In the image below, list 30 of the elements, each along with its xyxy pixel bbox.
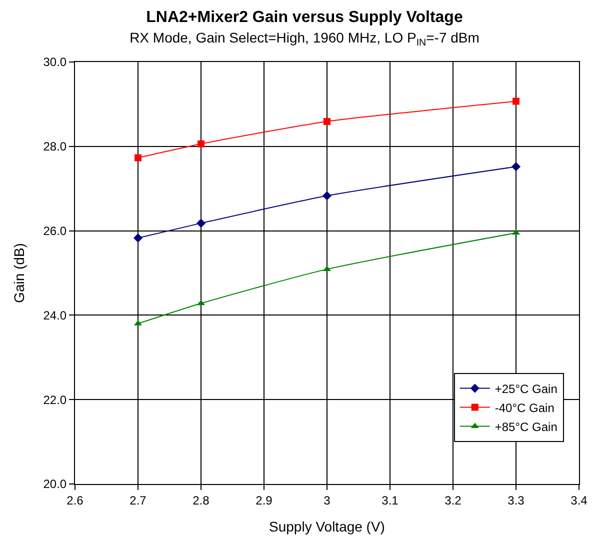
legend-label: -40°C Gain [494,400,554,415]
point [196,218,206,228]
y-tick-label: 24.0 [43,308,67,322]
y-axis-title: Gain (dB) [10,243,27,303]
point [322,191,332,200]
y-tick-label: 22.0 [43,392,67,407]
y-tick-label: 20.0 [43,477,67,492]
point [133,233,143,243]
point [198,140,204,148]
legend-label: +85°C Gain [494,420,558,434]
x-tick-label: 3.1 [382,493,399,508]
x-tick-label: 2.9 [256,493,273,508]
x-tick-label: 2.6 [66,493,84,508]
point [134,154,142,162]
point [324,118,330,125]
chart-title: LNA2+Mixer2 Gain versus Supply Voltage [146,8,463,26]
x-tick-label: 2.8 [192,493,210,508]
y-tick-label: 26.0 [43,224,67,238]
point [511,162,521,172]
y-tick-label: 30.0 [43,55,67,70]
y-tick-label: 28.0 [43,140,67,154]
point [512,98,520,105]
x-tick-label: 2.7 [130,493,147,508]
x-tick-label: 3.4 [570,493,588,508]
x-tick-label: 3.2 [444,493,462,508]
x-axis-title: Supply Voltage (V) [269,518,385,535]
chart-subtitle: RX Mode, Gain Select=High, 1960 MHz, LO P$_{IN}$=-7 dBm [130,30,480,48]
legend-label: +25°C Gain [494,382,558,396]
x-tick-label: 3 [324,493,331,508]
x-tick-label: 3.3 [508,493,525,508]
